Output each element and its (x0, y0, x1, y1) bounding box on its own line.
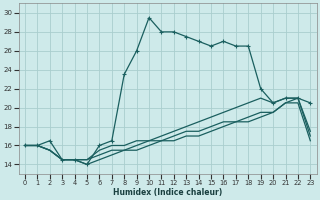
X-axis label: Humidex (Indice chaleur): Humidex (Indice chaleur) (113, 188, 222, 197)
